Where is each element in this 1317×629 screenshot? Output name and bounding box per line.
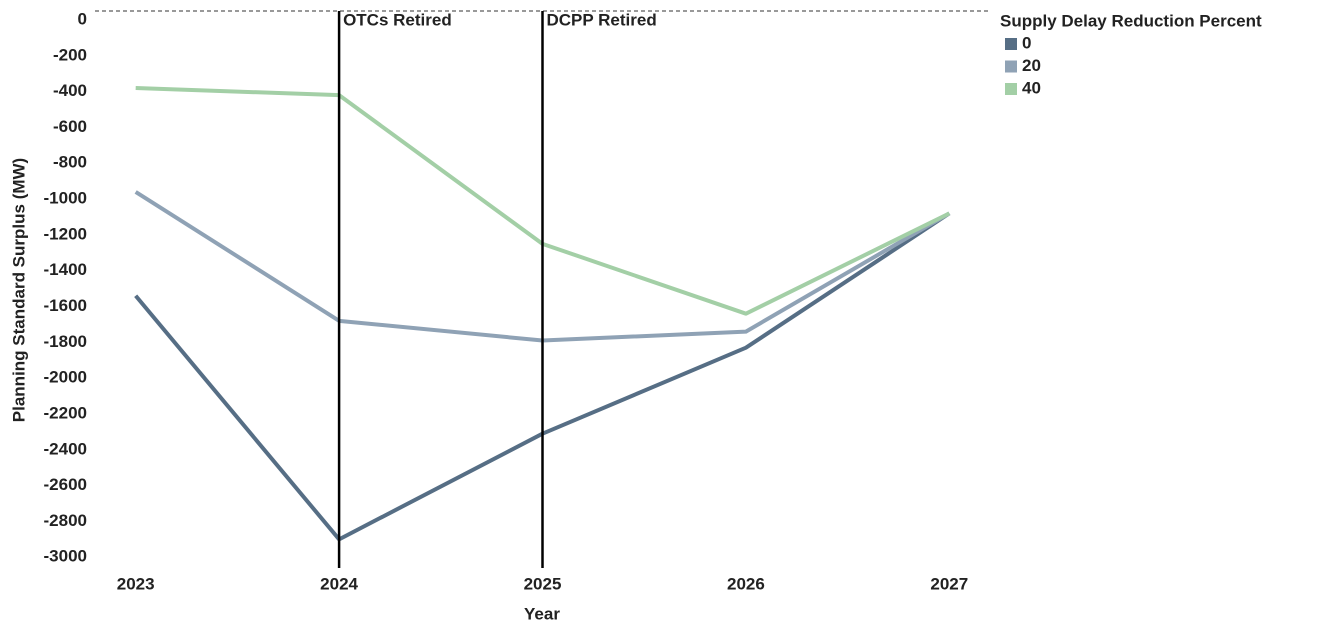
legend-label: 40 [1022, 78, 1041, 97]
y-tick-label: -1200 [44, 224, 87, 243]
legend-swatch [1005, 60, 1017, 73]
y-tick-label: -2600 [44, 475, 87, 494]
legend-swatch [1005, 83, 1017, 95]
annotation-label: OTCs Retired [343, 10, 452, 29]
x-tick-label: 2027 [930, 574, 968, 593]
x-tick-label: 2025 [524, 574, 562, 593]
x-tick-label: 2026 [727, 574, 765, 593]
legend-title: Supply Delay Reduction Percent [1000, 11, 1262, 30]
y-tick-label: -1400 [44, 260, 87, 279]
y-tick-label: -600 [53, 117, 87, 136]
annotation-label: DCPP Retired [547, 10, 657, 29]
y-tick-label: -1600 [44, 296, 87, 315]
y-tick-label: -800 [53, 153, 87, 172]
y-tick-label: -2400 [44, 439, 87, 458]
y-tick-label: -2800 [44, 511, 87, 530]
legend-label: 0 [1022, 33, 1031, 52]
y-axis-label: Planning Standard Surplus (MW) [9, 158, 28, 422]
x-axis-label: Year [524, 604, 560, 623]
y-tick-label: -1800 [44, 332, 87, 351]
x-tick-label: 2024 [320, 574, 358, 593]
x-tick-label: 2023 [117, 574, 155, 593]
y-tick-label: 0 [78, 9, 87, 28]
y-tick-label: -1000 [44, 189, 87, 208]
legend-swatch [1005, 38, 1017, 50]
y-tick-label: -2000 [44, 368, 87, 387]
y-tick-label: -3000 [44, 547, 87, 566]
y-tick-label: -2200 [44, 403, 87, 422]
y-tick-label: -200 [53, 45, 87, 64]
legend-label: 20 [1022, 56, 1041, 75]
y-tick-label: -400 [53, 81, 87, 100]
